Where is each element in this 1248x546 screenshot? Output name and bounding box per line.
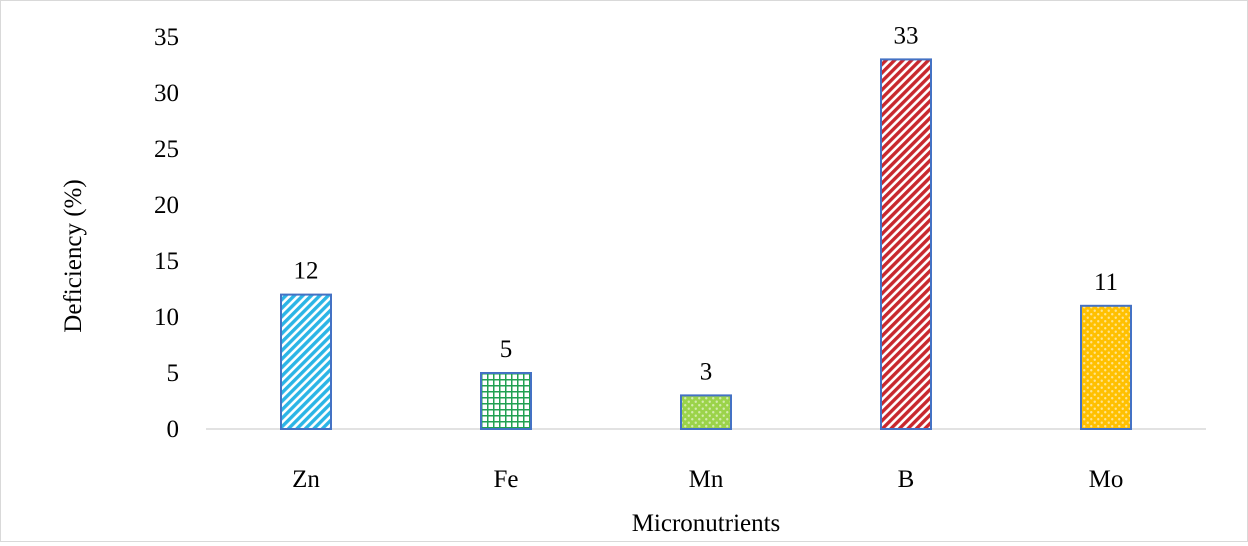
data-label-zn: 12: [294, 258, 319, 285]
bar-fe: [480, 372, 532, 430]
y-tick-label: 35: [154, 24, 179, 51]
x-tick-label: Mn: [689, 466, 724, 493]
x-tick-label: B: [898, 466, 915, 493]
y-tick-label: 0: [167, 416, 180, 443]
data-label-fe: 5: [500, 336, 513, 363]
bar-zn: [280, 293, 332, 430]
bar-mn: [680, 394, 732, 430]
bar-b: [880, 58, 932, 431]
data-label-mn: 3: [700, 358, 713, 385]
x-axis-title: Micronutrients: [632, 510, 781, 537]
y-tick-label: 30: [154, 80, 179, 107]
x-tick-label: Mo: [1089, 466, 1124, 493]
y-tick-label: 20: [154, 192, 179, 219]
y-tick-label: 10: [154, 304, 179, 331]
y-tick-label: 5: [167, 360, 180, 387]
bars: [280, 58, 1132, 431]
x-axis-ticks: Zn Fe Mn B Mo: [292, 466, 1123, 493]
y-axis-ticks: 0 5 10 15 20 25 30 35: [154, 24, 179, 443]
x-tick-label: Zn: [292, 466, 320, 493]
x-tick-label: Fe: [494, 466, 519, 493]
data-label-mo: 11: [1094, 269, 1118, 296]
bar-mo: [1080, 304, 1132, 430]
y-axis-title: Deficiency (%): [60, 179, 87, 332]
y-tick-label: 25: [154, 136, 179, 163]
y-tick-label: 15: [154, 248, 179, 275]
data-label-b: 33: [894, 22, 919, 49]
